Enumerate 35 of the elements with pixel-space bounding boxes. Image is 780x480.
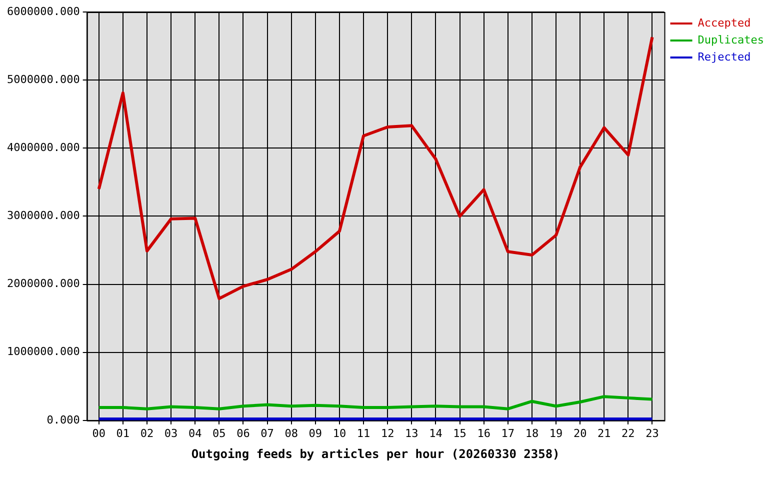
x-tick-label: 07 [260,426,274,440]
x-tick-label: 11 [356,426,370,440]
x-tick-label: 17 [501,426,515,440]
x-tick-label: 12 [380,426,394,440]
x-tick-label: 22 [622,426,635,440]
x-tick-label: 02 [140,426,154,440]
x-tick-label: 04 [188,426,202,440]
x-tick-label: 20 [573,426,587,440]
y-tick-label: 5000000.000 [6,72,80,86]
x-tick-label: 15 [453,426,466,440]
y-tick-label: 3000000.000 [6,209,80,222]
x-tick-label: 16 [477,426,490,440]
x-tick-label: 01 [116,426,130,440]
legend-label: Rejected [698,50,751,64]
x-tick-label: 05 [212,426,226,440]
x-tick-label: 09 [308,426,322,440]
y-tick-label: 0.000 [46,413,80,426]
y-tick-label: 4000000.000 [6,140,80,154]
x-tick-label: 19 [549,426,563,440]
y-tick-label: 1000000.000 [6,345,80,358]
x-tick-label: 06 [236,426,250,440]
x-tick-label: 18 [525,426,539,440]
y-tick-label: 2000000.000 [6,277,80,290]
legend-label: Duplicates [698,33,764,46]
x-tick-label: 23 [646,426,659,440]
x-tick-label: 14 [429,426,443,440]
x-tick-label: 21 [598,426,611,440]
x-tick-label: 10 [332,426,346,440]
x-tick-label: 03 [164,426,178,440]
x-tick-label: 08 [284,426,298,440]
x-tick-label: 00 [92,426,106,440]
x-axis-title: Outgoing feeds by articles per hour (20260330 2358) [191,446,560,461]
y-tick-label: 6000000.000 [6,4,80,18]
x-tick-label: 13 [405,426,418,440]
legend-label: Accepted [698,16,751,30]
